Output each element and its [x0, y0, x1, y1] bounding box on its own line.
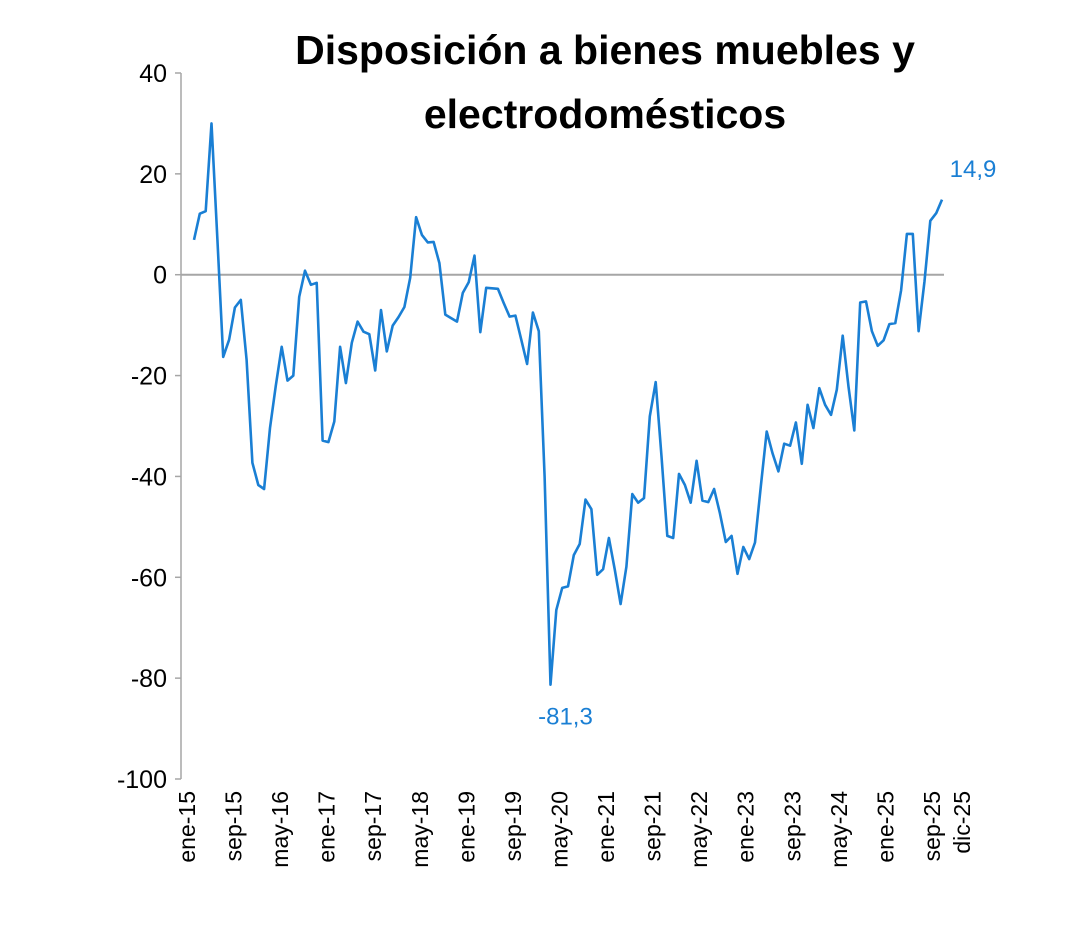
x-tick-label: sep-21	[640, 791, 666, 861]
x-tick-label: dic-25	[949, 791, 975, 854]
chart-title-line-1: Disposición a bienes muebles y	[295, 27, 915, 73]
x-tick-label: may-24	[826, 791, 852, 868]
x-tick-label: ene-25	[872, 791, 898, 863]
x-tick-label: sep-19	[500, 791, 526, 861]
y-tick-label: -40	[131, 463, 167, 491]
x-tick-label: sep-17	[360, 791, 386, 861]
y-tick-label: -20	[131, 363, 167, 391]
x-tick-label: sep-15	[221, 791, 247, 861]
x-tick-label: may-18	[407, 791, 433, 868]
x-tick-label: ene-19	[453, 791, 479, 863]
x-tick-label: ene-23	[733, 791, 759, 863]
x-tick-label: ene-17	[314, 791, 340, 863]
min-value-label: -81,3	[538, 704, 593, 731]
x-tick-label: sep-25	[919, 791, 945, 861]
x-tick-label: ene-15	[174, 791, 200, 863]
y-tick-label: 20	[139, 161, 167, 189]
x-tick-label: sep-23	[779, 791, 805, 861]
x-tick-label: may-20	[546, 791, 572, 868]
last-value-label: 14,9	[950, 156, 997, 183]
x-tick-label: ene-21	[593, 791, 619, 863]
series-line	[194, 123, 942, 684]
y-tick-label: 0	[153, 262, 167, 290]
y-tick-label: -100	[117, 766, 167, 794]
x-tick-label: may-22	[686, 791, 712, 868]
y-tick-label: -60	[131, 564, 167, 592]
y-tick-label: -80	[131, 665, 167, 693]
plot-area	[194, 123, 942, 684]
y-tick-label: 40	[139, 60, 167, 88]
chart-title-line-2: electrodomésticos	[424, 91, 786, 137]
axes: 40 20 0 -20 -40 -60 -80 -100 ene-15 sep-15 may-16 e…	[117, 60, 975, 868]
x-tick-label: may-16	[267, 791, 293, 868]
